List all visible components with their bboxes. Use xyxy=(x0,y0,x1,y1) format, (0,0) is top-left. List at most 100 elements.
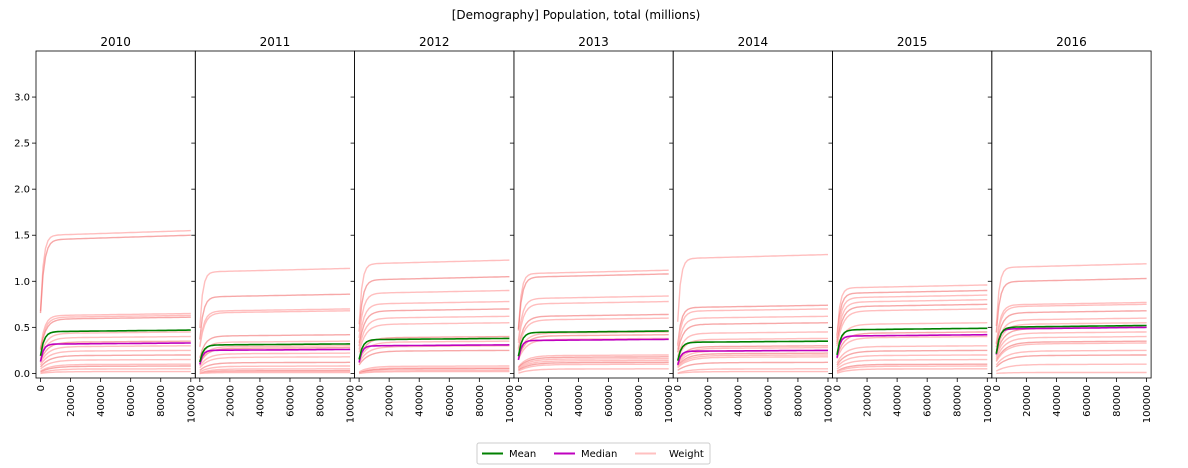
x-tick-label: 0 xyxy=(355,385,366,391)
mean-line xyxy=(995,324,1147,354)
legend-box xyxy=(476,442,711,465)
x-tick-label: 60000 xyxy=(763,385,774,417)
x-tick-label: 80000 xyxy=(156,385,167,417)
weight-line xyxy=(199,293,351,340)
mean-line xyxy=(517,330,669,357)
legend: Mean Median Weight xyxy=(476,442,711,465)
weight-line xyxy=(836,345,988,364)
weight-line xyxy=(358,300,510,344)
x-tick-label: 80000 xyxy=(475,385,486,417)
x-tick-label: 20000 xyxy=(703,385,714,417)
weight-line xyxy=(358,340,510,362)
weight-line xyxy=(199,310,351,348)
x-tick-label: 80000 xyxy=(1112,385,1123,417)
weight-line xyxy=(358,365,510,373)
weight-line xyxy=(517,334,669,359)
weight-line xyxy=(358,368,510,374)
weight-line xyxy=(517,354,669,368)
x-tick-label: 40000 xyxy=(255,385,266,417)
weight-line xyxy=(199,371,351,375)
weight-line xyxy=(995,263,1147,326)
weight-line xyxy=(995,303,1147,345)
y-tick-label: 2.5 xyxy=(14,139,30,150)
panel-frame xyxy=(672,50,833,379)
weight-line xyxy=(39,331,191,357)
x-tick-label: 60000 xyxy=(445,385,456,417)
median-line xyxy=(517,338,669,361)
x-tick-label: 100000 xyxy=(346,385,357,423)
x-tick-label: 60000 xyxy=(126,385,137,417)
weight-line xyxy=(358,345,510,364)
weight-line xyxy=(677,352,828,367)
legend-mean-label: Mean xyxy=(509,449,536,460)
weight-line xyxy=(199,308,351,347)
weight-line xyxy=(39,349,191,366)
x-tick-label: 40000 xyxy=(96,385,107,417)
x-tick-label: 100000 xyxy=(505,385,516,423)
weight-line xyxy=(358,322,510,353)
weight-line xyxy=(517,358,669,370)
weight-line xyxy=(995,363,1147,372)
weight-line xyxy=(39,316,191,351)
weight-line xyxy=(199,368,351,374)
weight-line xyxy=(358,335,510,359)
x-tick-label: 80000 xyxy=(634,385,645,417)
weight-line xyxy=(995,310,1147,348)
median-line xyxy=(676,349,828,366)
weight-line xyxy=(836,284,988,336)
x-tick-label: 100000 xyxy=(823,385,834,423)
panel-2010: 2010 0 20000 40000 60000 80000 100000 0.0 0.5 1.0… xyxy=(14,35,197,423)
weight-line xyxy=(995,354,1147,368)
x-tick-label: 100000 xyxy=(186,385,197,423)
weight-line xyxy=(836,354,988,368)
weight-line xyxy=(358,315,510,350)
weight-line xyxy=(996,371,1147,375)
x-tick-label: 0 xyxy=(36,385,47,391)
median-line xyxy=(358,344,510,363)
weight-line xyxy=(358,349,510,366)
weight-line xyxy=(358,308,510,347)
weight-line xyxy=(40,365,191,373)
x-tick-label: 20000 xyxy=(385,385,396,417)
mean-line xyxy=(39,329,191,356)
weight-line xyxy=(358,276,510,332)
x-tick-label: 0 xyxy=(992,385,1003,391)
weight-line xyxy=(39,354,191,368)
weight-line xyxy=(836,331,988,357)
x-tick-label: 100000 xyxy=(664,385,675,423)
legend-median-label: Median xyxy=(581,449,617,460)
x-tick-label: 0 xyxy=(673,385,684,391)
panel-frame xyxy=(354,50,515,379)
x-tick-label: 0 xyxy=(514,385,525,391)
weight-line xyxy=(836,349,988,366)
weight-line xyxy=(518,361,669,371)
x-tick-label: 20000 xyxy=(66,385,77,417)
weight-line xyxy=(677,315,828,350)
weight-line xyxy=(359,370,510,375)
panel-2011: 2011 0 20000 40000 60000 80000 100000 xyxy=(191,35,357,423)
weight-line xyxy=(995,342,1147,362)
weight-line xyxy=(199,361,351,371)
weight-line xyxy=(39,340,191,361)
weight-line xyxy=(995,349,1147,366)
x-tick-label: 80000 xyxy=(793,385,804,417)
weight-line xyxy=(517,331,669,357)
weight-line xyxy=(836,303,988,345)
weight-line xyxy=(995,335,1147,359)
weight-line xyxy=(677,370,828,375)
x-tick-label: 20000 xyxy=(225,385,236,417)
weight-line xyxy=(995,322,1147,353)
weight-line xyxy=(199,334,351,359)
weight-line xyxy=(40,368,191,374)
weight-line xyxy=(677,253,828,322)
x-tick-label: 40000 xyxy=(415,385,426,417)
panel-title: 2016 xyxy=(1056,35,1087,49)
weight-line xyxy=(358,289,510,338)
panel-title: 2013 xyxy=(578,35,609,49)
legend-weight-label: Weight xyxy=(669,449,704,460)
weight-line xyxy=(995,340,1147,362)
weight-line xyxy=(517,300,669,344)
weight-line xyxy=(995,301,1147,344)
weight-line xyxy=(677,331,829,357)
